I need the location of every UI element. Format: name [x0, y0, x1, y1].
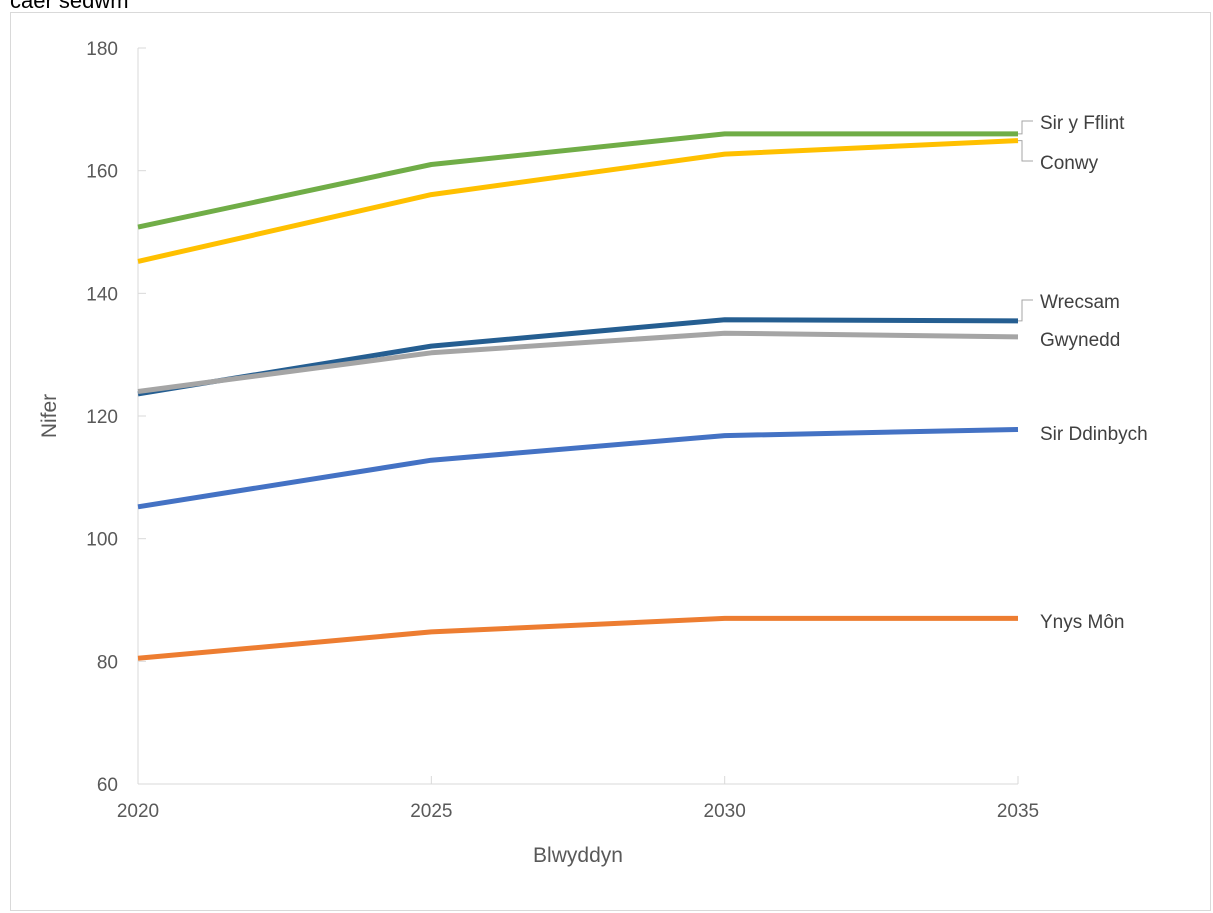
series-label: Sir y Fflint [1040, 113, 1125, 134]
y-tick-label: 160 [86, 162, 118, 183]
series-line-wrecsam [137, 317, 1019, 397]
y-tick-label: 80 [97, 652, 118, 673]
y-tick-label: 60 [97, 775, 118, 796]
series-labels: Sir y Fflint Conwy Wrecsam Gwynedd Sir Ddinb… [1018, 113, 1148, 633]
x-tick-label: 2035 [997, 801, 1039, 822]
y-tick-label: 100 [86, 530, 118, 551]
x-tick-label: 2020 [117, 801, 159, 822]
chart-border [10, 12, 1211, 911]
x-tick-label: 2030 [704, 801, 746, 822]
series-line-conwy [137, 138, 1019, 264]
series-label: Ynys Môn [1040, 612, 1124, 633]
series-label: Gwynedd [1040, 330, 1120, 351]
series-label-leader [1018, 140, 1033, 162]
series-label-leader [1018, 299, 1033, 322]
series-label-leader [1018, 120, 1033, 135]
series-label: Sir Ddinbych [1040, 424, 1148, 445]
x-axis-title: Blwyddyn [533, 844, 623, 867]
series-line-sir-y-fflint [137, 131, 1018, 230]
series-line-gwynedd [137, 330, 1019, 394]
series-line-ynys-m-n [137, 615, 1018, 661]
axes: 60 80 100 120 140 160 180 2020 2025 2030 2035 Blwyd… [38, 39, 1039, 867]
series-lines [137, 131, 1019, 661]
x-tick-label: 2025 [410, 801, 452, 822]
series-label: Conwy [1040, 153, 1099, 174]
chart-title: caer sedwm [10, 0, 129, 13]
series-label: Wrecsam [1040, 292, 1120, 313]
y-axis-title: Nifer [38, 394, 61, 438]
y-tick-label: 180 [86, 39, 118, 60]
y-tick-label: 140 [86, 284, 118, 305]
y-tick-label: 120 [86, 407, 118, 428]
series-line-sir-ddinbych [137, 427, 1019, 510]
